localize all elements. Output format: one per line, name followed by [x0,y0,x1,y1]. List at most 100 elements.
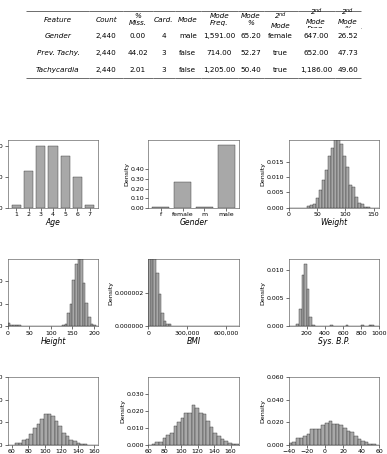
Bar [361,441,365,445]
Bar [202,414,206,445]
Bar [221,439,224,445]
Bar [15,444,19,445]
Y-axis label: Density: Density [108,281,113,305]
Bar [65,324,67,326]
Bar [48,414,51,445]
Bar [13,325,15,326]
Bar [217,436,221,445]
Bar [364,207,367,208]
Bar [296,324,299,326]
Bar [337,139,340,208]
Bar [84,444,87,445]
Bar [164,321,166,326]
Bar [77,443,80,445]
Bar [224,441,228,445]
Bar [334,138,337,208]
Bar [151,119,153,326]
Bar [40,419,44,445]
Bar [62,325,65,326]
Bar [346,325,348,326]
Bar [85,205,94,208]
Bar [358,439,361,445]
Bar [177,422,181,445]
Bar [325,423,329,445]
Bar [169,324,171,326]
Bar [83,283,86,326]
Bar [228,444,231,445]
Bar [156,442,159,445]
Bar [61,156,70,208]
Bar [18,325,21,326]
Bar [289,443,292,445]
Bar [12,205,21,208]
Bar [210,427,214,445]
Bar [214,433,217,445]
Bar [152,444,156,445]
Bar [153,226,156,326]
Bar [321,425,325,445]
Bar [185,413,188,445]
Bar [299,309,301,326]
Bar [67,313,70,326]
Bar [231,444,235,445]
Bar [313,204,316,208]
Bar [55,420,58,445]
Bar [66,435,69,445]
Bar [352,188,355,208]
Bar [166,324,169,326]
Bar [318,429,321,445]
Bar [75,264,78,326]
Y-axis label: Density: Density [260,399,265,423]
Bar [72,280,75,326]
Bar [304,264,307,326]
Bar [70,304,72,326]
X-axis label: Gender: Gender [180,218,207,227]
Bar [36,146,45,208]
Bar [174,182,191,208]
Bar [91,324,93,326]
Bar [300,438,303,445]
Bar [365,442,368,445]
Bar [188,413,192,445]
Bar [328,156,331,208]
Bar [78,257,80,326]
Bar [166,435,170,445]
Bar [343,156,346,208]
Bar [350,432,354,445]
Bar [86,303,88,326]
X-axis label: BMI: BMI [187,337,200,346]
Bar [33,428,37,445]
Bar [309,317,312,326]
Bar [22,440,26,445]
Bar [159,442,163,445]
Bar [152,207,169,208]
Bar [156,273,159,326]
Bar [354,436,358,445]
Bar [170,433,173,445]
Bar [292,442,296,445]
X-axis label: Age: Age [46,218,60,227]
Y-axis label: Density: Density [124,162,129,186]
Bar [44,415,48,445]
Bar [195,408,199,445]
Bar [69,440,73,445]
Bar [316,198,319,208]
Bar [62,433,66,445]
Bar [48,146,58,208]
Bar [358,203,361,208]
Bar [340,144,343,208]
Bar [10,325,13,326]
Bar [355,197,358,208]
Bar [15,325,18,326]
Bar [361,204,364,208]
Bar [296,439,300,445]
Bar [319,190,322,208]
Bar [301,275,304,326]
Bar [367,207,370,208]
Bar [29,434,33,445]
Bar [336,424,339,445]
Bar [369,325,372,326]
Bar [37,424,40,445]
Bar [206,421,210,445]
Bar [314,429,318,445]
